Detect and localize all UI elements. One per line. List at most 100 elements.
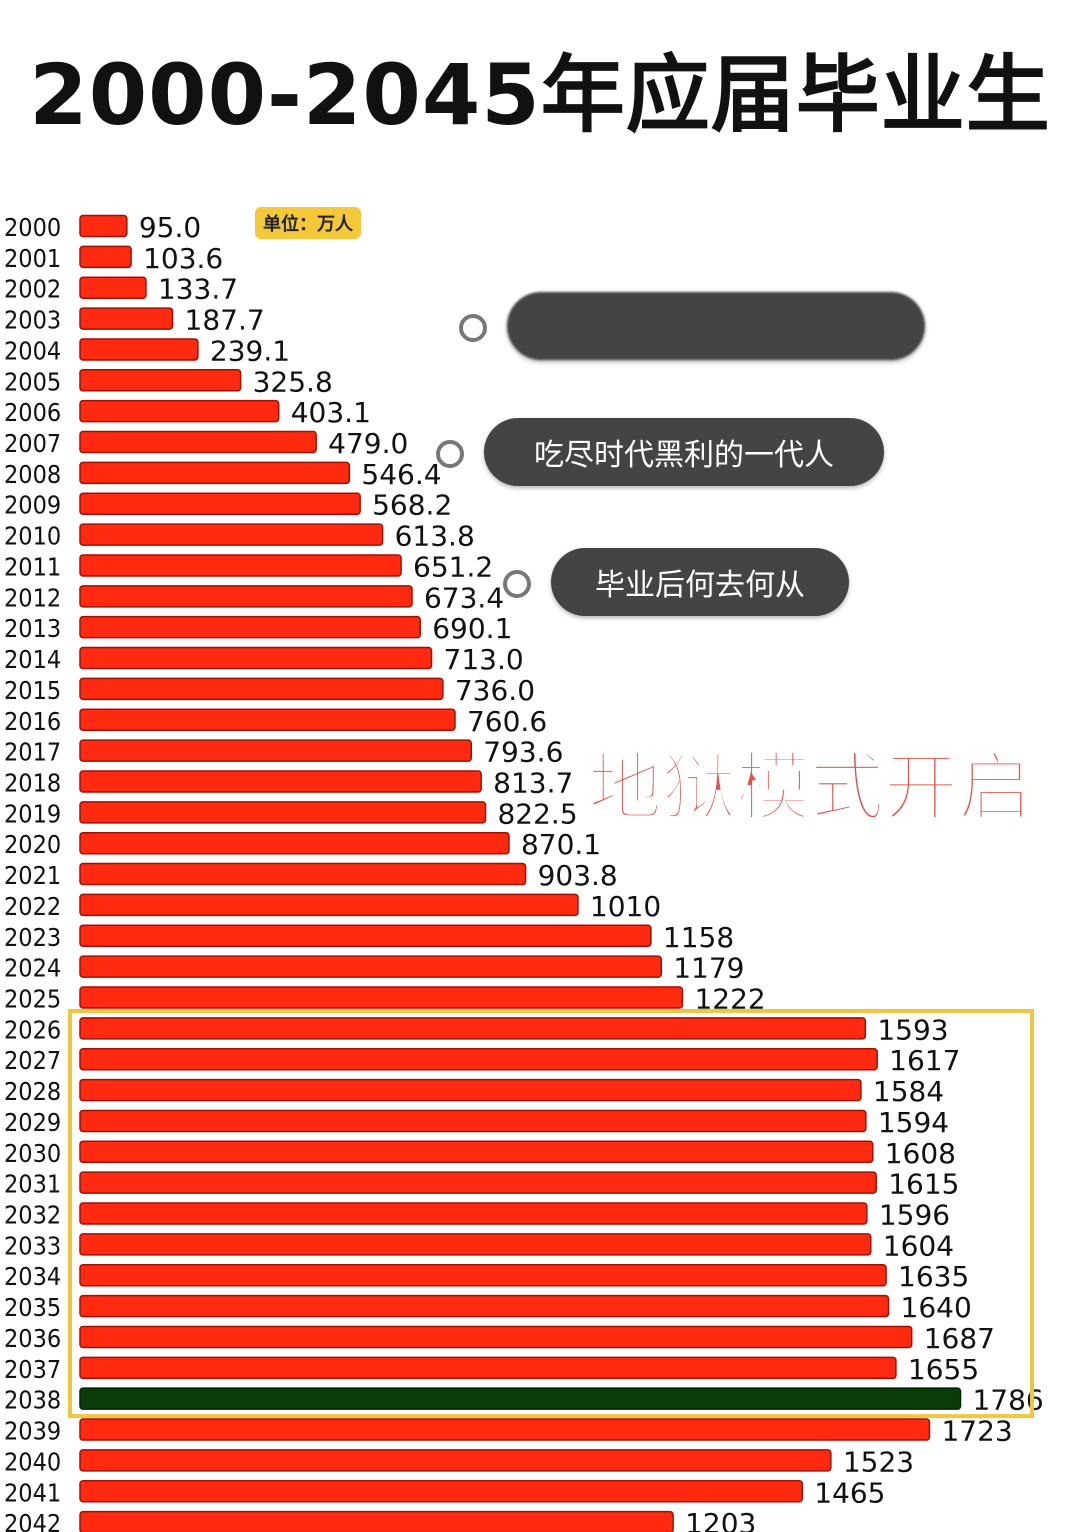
value-label: 1010 (590, 890, 661, 923)
year-label: 2028 (4, 1077, 61, 1106)
year-label: 2036 (4, 1324, 61, 1353)
year-label: 2035 (4, 1293, 61, 1322)
year-label: 2018 (4, 768, 61, 797)
radio-circle-icon (436, 440, 464, 468)
bar (79, 1387, 962, 1410)
year-label: 2011 (4, 552, 61, 581)
bar (79, 924, 652, 948)
value-label: 1158 (663, 921, 734, 954)
bar (79, 1047, 878, 1071)
bar (79, 430, 317, 454)
blurred-comment-bubble (507, 292, 925, 360)
bar (79, 1109, 867, 1133)
value-label: 1594 (878, 1106, 949, 1139)
bar (79, 461, 351, 485)
year-label: 2000 (4, 213, 61, 242)
year-label: 2023 (4, 923, 61, 952)
year-label: 2024 (4, 954, 61, 983)
year-label: 2007 (4, 429, 61, 458)
value-label: 95.0 (139, 211, 201, 244)
bar (79, 369, 242, 392)
value-label: 239.1 (210, 334, 290, 367)
bar (79, 585, 413, 608)
bar (79, 1510, 674, 1532)
comment-bubble: 毕业后何去何从 (551, 548, 849, 616)
value-label: 1604 (883, 1229, 954, 1262)
bar (79, 986, 684, 1009)
bar (79, 523, 384, 546)
bar (79, 862, 527, 886)
value-label: 1203 (685, 1507, 756, 1532)
value-label: 1179 (673, 952, 744, 985)
year-label: 2039 (4, 1417, 61, 1446)
year-label: 2010 (4, 522, 61, 551)
value-label: 1523 (843, 1445, 914, 1478)
bar (79, 1171, 877, 1194)
value-label: 133.7 (158, 273, 238, 306)
bar (79, 245, 132, 269)
bar (79, 801, 487, 824)
year-label: 2040 (4, 1447, 61, 1476)
value-label: 793.6 (483, 736, 563, 769)
bar (79, 677, 444, 701)
year-label: 2003 (4, 306, 61, 335)
value-label: 713.0 (444, 643, 524, 676)
value-label: 690.1 (432, 612, 512, 645)
bar (79, 1480, 803, 1503)
value-label: 760.6 (467, 705, 547, 738)
comment-bubble: 吃尽时代黑利的一代人 (484, 418, 884, 486)
bar (79, 214, 128, 238)
bar (79, 1263, 887, 1287)
bar (79, 646, 433, 670)
value-label: 103.6 (143, 242, 223, 275)
year-label: 2014 (4, 645, 61, 674)
bar (79, 399, 280, 423)
year-label: 2002 (4, 275, 61, 304)
bar (79, 615, 421, 639)
year-label: 2037 (4, 1355, 61, 1384)
year-label: 2026 (4, 1015, 61, 1044)
value-label: 479.0 (328, 427, 408, 460)
year-label: 2030 (4, 1139, 61, 1168)
year-label: 2020 (4, 830, 61, 859)
value-label: 1465 (814, 1476, 885, 1509)
bar (79, 1356, 897, 1380)
year-label: 2021 (4, 861, 61, 890)
radio-circle-icon (503, 570, 531, 598)
value-label: 568.2 (372, 489, 452, 522)
value-label: 403.1 (291, 396, 371, 429)
year-label: 2012 (4, 583, 61, 612)
value-label: 1723 (941, 1415, 1012, 1448)
bar (79, 1449, 832, 1472)
year-label: 2019 (4, 799, 61, 828)
year-label: 2025 (4, 985, 61, 1014)
bar (79, 708, 456, 732)
bar (79, 1294, 890, 1318)
year-label: 2017 (4, 738, 61, 767)
value-label: 673.4 (424, 581, 504, 614)
year-label: 2022 (4, 892, 61, 921)
unit-badge: 单位：万人 (255, 207, 361, 239)
year-label: 2031 (4, 1170, 61, 1199)
value-label: 1608 (885, 1137, 956, 1170)
bar (79, 955, 662, 978)
page-title: 2000-2045年应届毕业生 (29, 46, 1051, 144)
bar (79, 492, 361, 515)
bar (79, 1078, 862, 1102)
bar (79, 307, 174, 330)
year-label: 2008 (4, 460, 61, 489)
bar (79, 1140, 874, 1164)
value-label: 736.0 (455, 674, 535, 707)
bar (79, 554, 402, 577)
radio-circle-icon (459, 314, 487, 342)
value-label: 1640 (901, 1291, 972, 1324)
year-label: 2027 (4, 1046, 61, 1075)
value-label: 325.8 (253, 365, 333, 398)
bar (79, 893, 579, 917)
value-label: 870.1 (521, 828, 601, 861)
highlight-box (68, 1008, 1034, 1419)
year-label: 2041 (4, 1478, 61, 1507)
bar (79, 1418, 931, 1441)
year-label: 2029 (4, 1108, 61, 1137)
